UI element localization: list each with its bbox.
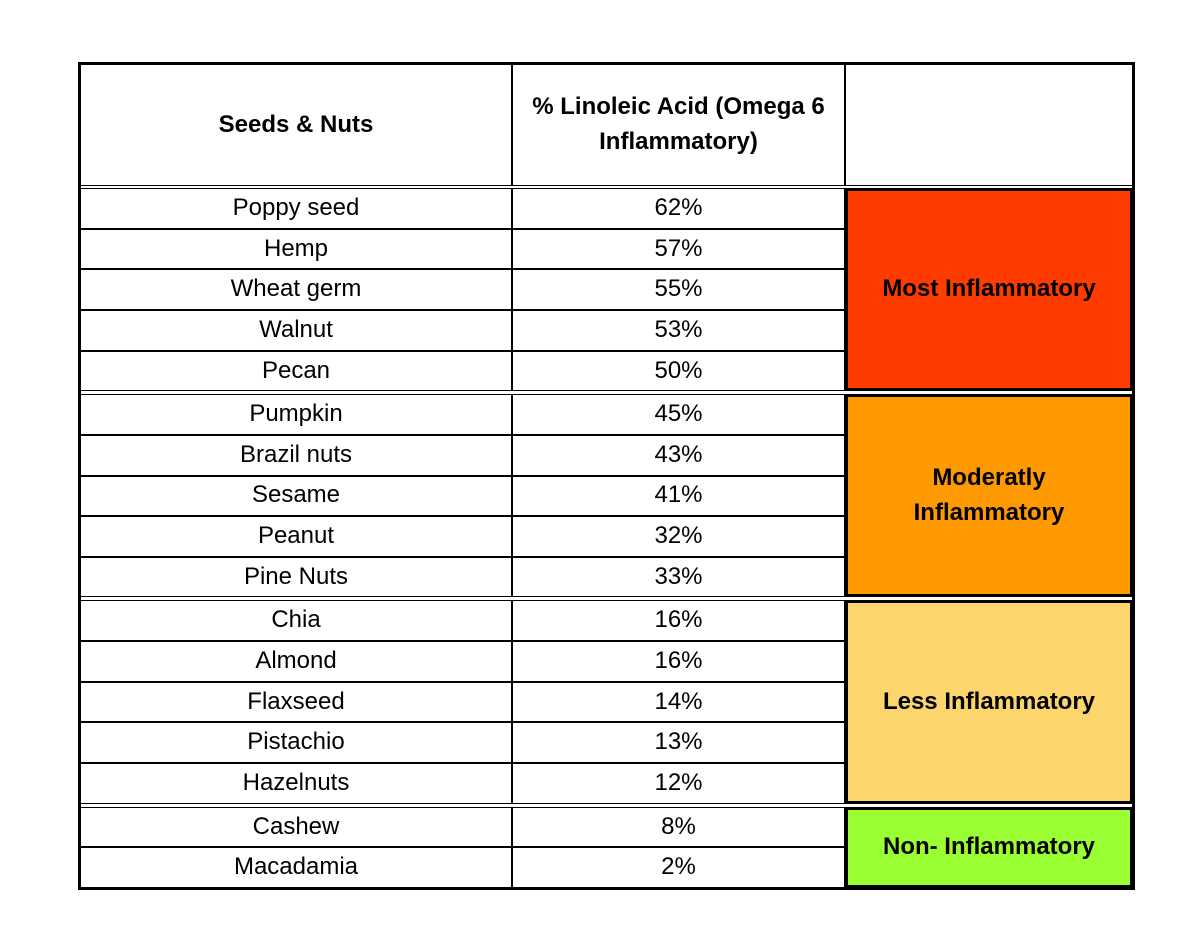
seed-name: Pistachio	[80, 722, 512, 764]
seed-name: Walnut	[80, 309, 512, 351]
group-label: Most Inflammatory	[845, 188, 1133, 392]
seed-name: Pecan	[80, 350, 512, 392]
linoleic-percent: 16%	[512, 641, 845, 682]
linoleic-percent: 53%	[512, 309, 845, 351]
linoleic-percent: 45%	[512, 394, 845, 435]
linoleic-percent: 2%	[512, 847, 845, 888]
seed-name: Pine Nuts	[80, 556, 512, 598]
group-label: Less Inflammatory	[845, 600, 1133, 804]
seed-name: Cashew	[80, 806, 512, 848]
linoleic-percent: 43%	[512, 434, 845, 476]
seed-name: Almond	[80, 641, 512, 682]
seed-name: Poppy seed	[80, 188, 512, 229]
header-cell: % Linoleic Acid (Omega 6 Inflammatory)	[512, 64, 845, 186]
linoleic-percent: 55%	[512, 269, 845, 310]
seed-name: Brazil nuts	[80, 434, 512, 476]
linoleic-percent: 33%	[512, 556, 845, 598]
linoleic-percent: 50%	[512, 350, 845, 392]
seed-name: Wheat germ	[80, 269, 512, 310]
seed-name: Peanut	[80, 516, 512, 557]
seed-name: Chia	[80, 600, 512, 642]
linoleic-percent: 62%	[512, 188, 845, 229]
linoleic-percent: 12%	[512, 763, 845, 804]
seed-name: Hemp	[80, 228, 512, 270]
seed-name: Macadamia	[80, 847, 512, 888]
linoleic-percent: 14%	[512, 681, 845, 723]
header-cell: Seeds & Nuts	[80, 64, 512, 186]
group-label: Moderatly Inflammatory	[845, 394, 1133, 598]
linoleic-percent: 16%	[512, 600, 845, 642]
header-cell	[845, 64, 1133, 186]
linoleic-percent: 32%	[512, 516, 845, 557]
seed-name: Hazelnuts	[80, 763, 512, 804]
linoleic-percent: 8%	[512, 806, 845, 848]
linoleic-percent: 57%	[512, 228, 845, 270]
linoleic-percent: 13%	[512, 722, 845, 764]
seed-name: Sesame	[80, 475, 512, 517]
seed-name: Flaxseed	[80, 681, 512, 723]
linoleic-percent: 41%	[512, 475, 845, 517]
seed-name: Pumpkin	[80, 394, 512, 435]
group-label: Non- Inflammatory	[845, 806, 1133, 888]
